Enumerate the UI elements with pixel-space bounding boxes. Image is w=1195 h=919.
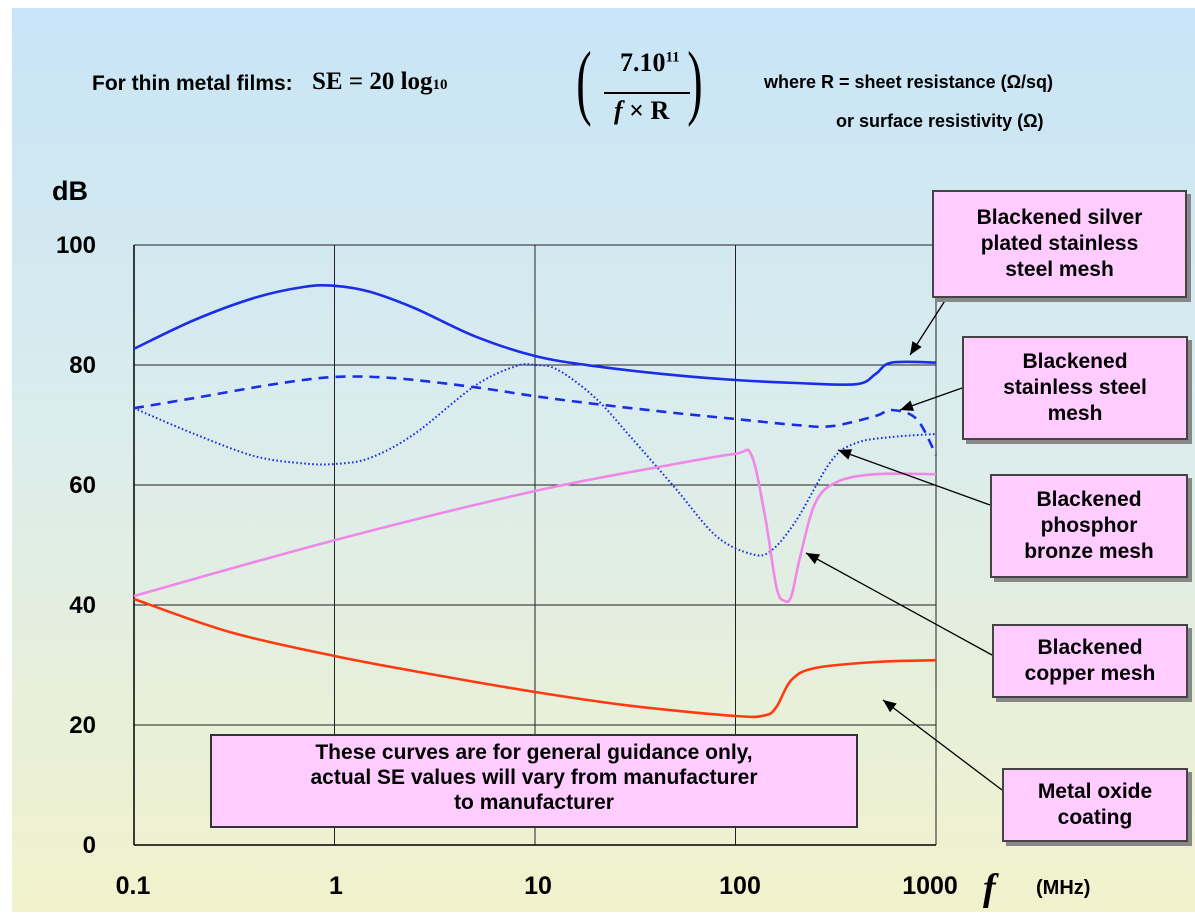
x-tick-label: 0.1 [115,872,151,900]
y-tick-label: 100 [55,232,96,259]
annotation-arrow-head [883,700,897,713]
annotation-arrow-head [806,553,821,565]
y-tick-label: 60 [69,472,96,499]
label-silver-plated-mesh: Blackened silver plated stainless steel … [932,190,1187,298]
formula-where-note: where R = sheet resistance (Ω/sq) [764,72,1054,92]
annotation-arrow-head [900,400,915,411]
x-axis-symbol: f [983,867,996,909]
formula-left-paren: ( [576,35,592,128]
y-axis-label: dB [52,176,88,206]
x-axis-unit: (MHz) [1036,877,1091,899]
guidance-note: These curves are for general guidance on… [210,734,858,828]
series-line-stainless [133,375,938,456]
y-tick-label: 40 [69,592,96,619]
x-tick-label: 100 [719,872,761,900]
formula-fraction-bar [604,92,690,94]
formula-right-paren: ) [687,35,703,128]
label-stainless-steel-mesh: Blackened stainless steel mesh [962,336,1188,440]
label-copper-mesh: Blackened copper mesh [992,624,1188,698]
x-tick-label: 1 [329,872,343,900]
annotation-arrow-shaft [882,699,1003,791]
label-line: copper mesh [1024,662,1156,685]
formula-denominator: f × R [614,96,670,125]
label-metal-oxide-coating: Metal oxide coating [1002,768,1188,842]
guidance-note-line: actual SE values will vary from manufact… [310,766,758,790]
x-tick-label: 10 [524,872,552,900]
formula-lead-text: For thin metal films: [92,72,293,95]
annotation-arrow-head [910,341,922,355]
annotation-arrow-head [838,449,853,460]
annotation-arrow-shaft [837,449,991,506]
label-line: Blackened [1022,349,1128,373]
series-line-oxide [133,597,937,719]
formula-numerator-exponent: 11 [665,49,680,66]
label-line: phosphor [1040,513,1138,537]
label-line: plated stainless [980,231,1139,255]
grid [133,244,937,846]
label-line: Blackened silver [976,205,1143,229]
label-line: stainless steel [1003,375,1147,399]
y-tick-label: 0 [82,832,96,859]
label-line: coating [1057,806,1133,829]
label-line: Blackened [1036,487,1142,511]
formula-log-base: 10 [432,77,448,93]
formula-numerator: 7.1011 [620,48,680,77]
label-line: Blackened [1037,635,1143,659]
series-lines [133,284,938,719]
label-line: bronze mesh [1024,540,1154,564]
series-line-silver [133,284,937,387]
series-line-copper [133,448,937,604]
guidance-note-line: to manufacturer [454,791,614,815]
label-line: Metal oxide [1037,779,1153,803]
annotation-arrows [805,295,1003,791]
label-phosphor-bronze-mesh: Blackened phosphor bronze mesh [990,474,1188,578]
label-line: mesh [1047,402,1103,426]
guidance-note-line: These curves are for general guidance on… [315,741,753,764]
formula-lhs: SE = 20 log10 [312,68,448,95]
y-tick-label: 80 [69,352,96,379]
annotation-arrow-shaft [805,552,993,656]
label-line: steel mesh [1005,258,1114,282]
formula-or-note: or surface resistivity (Ω) [836,111,1044,131]
x-tick-label: 1000 [902,872,958,900]
y-tick-label: 20 [69,712,96,739]
